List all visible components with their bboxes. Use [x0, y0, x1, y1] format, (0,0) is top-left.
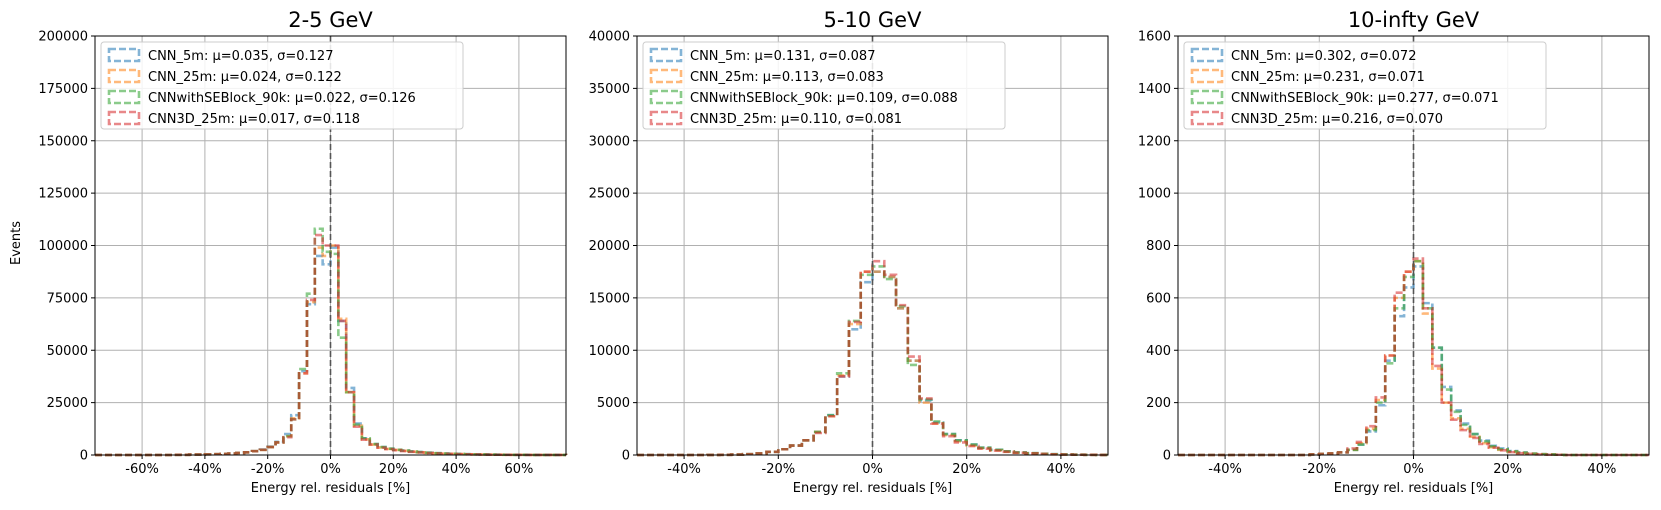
chart-title: 10-infty GeV	[1348, 8, 1480, 32]
legend-swatch-CNNwithSEBlock_90k	[649, 89, 683, 105]
legend-entry-CNN3D_25m: CNN3D_25m: μ=0.110, σ=0.081	[690, 112, 902, 127]
x-tick-label: 20%	[379, 462, 408, 477]
x-tick-label: -20%	[251, 462, 285, 477]
legend-entry-CNN_5m: CNN_5m: μ=0.302, σ=0.072	[1231, 49, 1416, 64]
x-axis-label: Energy rel. residuals [%]	[1334, 481, 1494, 496]
legend-entry-CNN3D_25m: CNN3D_25m: μ=0.017, σ=0.118	[148, 112, 360, 127]
y-tick-label: 1600	[1138, 30, 1171, 45]
legend-entry-CNN_5m: CNN_5m: μ=0.131, σ=0.087	[690, 49, 875, 64]
y-axis-label: Events	[9, 221, 24, 265]
y-tick-label: 20000	[589, 239, 630, 254]
y-tick-label: 100000	[38, 239, 88, 254]
y-tick-label: 25000	[589, 187, 630, 202]
x-tick-label: -60%	[125, 462, 159, 477]
y-tick-label: 25000	[47, 396, 88, 411]
legend-box	[100, 41, 464, 130]
legend-entry-CNNwithSEBlock_90k: CNNwithSEBlock_90k: μ=0.022, σ=0.126	[148, 91, 416, 106]
legend-swatch-CNN_5m	[649, 47, 683, 63]
y-tick-label: 800	[1146, 239, 1171, 254]
y-tick-label: 0	[622, 449, 630, 464]
x-tick-label: -40%	[667, 462, 701, 477]
legend-swatch-CNN3D_25m	[1190, 110, 1224, 126]
y-tick-label: 5000	[597, 396, 630, 411]
legend-entry-CNN_5m: CNN_5m: μ=0.035, σ=0.127	[148, 49, 333, 64]
legend-swatch-CNN3D_25m	[649, 110, 683, 126]
y-tick-label: 15000	[589, 291, 630, 306]
y-tick-label: 35000	[589, 82, 630, 97]
y-tick-label: 1400	[1138, 82, 1171, 97]
y-tick-label: 150000	[38, 134, 88, 149]
x-tick-label: 20%	[1493, 462, 1522, 477]
y-tick-label: 400	[1146, 344, 1171, 359]
x-tick-label: 40%	[442, 462, 471, 477]
y-tick-label: 10000	[589, 344, 630, 359]
x-tick-label: 0%	[862, 462, 883, 477]
legend: CNN_5m: μ=0.131, σ=0.087 CNN_25m: μ=0.113…	[642, 41, 1006, 130]
legend-swatch-CNN_25m	[649, 68, 683, 84]
legend-swatch-CNN_5m	[107, 47, 141, 63]
x-axis-label: Energy rel. residuals [%]	[251, 481, 411, 496]
histogram-series-CNN3D_25m	[637, 259, 1110, 457]
y-tick-label: 1200	[1138, 134, 1171, 149]
x-tick-label: 0%	[320, 462, 341, 477]
y-tick-label: 1000	[1138, 187, 1171, 202]
x-axis-label: Energy rel. residuals [%]	[793, 481, 953, 496]
x-tick-label: -20%	[762, 462, 796, 477]
legend-swatch-CNN_5m	[1190, 47, 1224, 63]
legend-box	[1183, 41, 1547, 130]
x-tick-label: 0%	[1403, 462, 1424, 477]
legend-swatch-CNN_25m	[1190, 68, 1224, 84]
y-tick-label: 50000	[47, 344, 88, 359]
y-tick-label: 200000	[38, 30, 88, 45]
legend-entry-CNN_25m: CNN_25m: μ=0.113, σ=0.083	[690, 70, 884, 85]
x-tick-label: 60%	[504, 462, 533, 477]
y-tick-label: 600	[1146, 291, 1171, 306]
legend-swatch-CNN_25m	[107, 68, 141, 84]
legend-entry-CNNwithSEBlock_90k: CNNwithSEBlock_90k: μ=0.109, σ=0.088	[690, 91, 958, 106]
legend-entry-CNN_25m: CNN_25m: μ=0.231, σ=0.071	[1231, 70, 1425, 85]
legend-entry-CNN3D_25m: CNN3D_25m: μ=0.216, σ=0.070	[1231, 112, 1443, 127]
y-tick-label: 125000	[38, 187, 88, 202]
legend-swatch-CNN3D_25m	[107, 110, 141, 126]
y-tick-label: 75000	[47, 291, 88, 306]
legend-box	[642, 41, 1006, 130]
legend: CNN_5m: μ=0.302, σ=0.072 CNN_25m: μ=0.231…	[1183, 41, 1547, 130]
y-tick-label: 175000	[38, 82, 88, 97]
x-tick-label: 40%	[1587, 462, 1616, 477]
legend-swatch-CNNwithSEBlock_90k	[107, 89, 141, 105]
x-tick-label: -40%	[188, 462, 222, 477]
legend-swatch-CNNwithSEBlock_90k	[1190, 89, 1224, 105]
x-tick-label: 20%	[952, 462, 981, 477]
y-tick-label: 30000	[589, 134, 630, 149]
y-tick-label: 0	[80, 449, 88, 464]
legend-entry-CNN_25m: CNN_25m: μ=0.024, σ=0.122	[148, 70, 342, 85]
x-tick-label: 40%	[1046, 462, 1075, 477]
y-tick-label: 0	[1163, 449, 1171, 464]
x-tick-label: -20%	[1303, 462, 1337, 477]
legend: CNN_5m: μ=0.035, σ=0.127 CNN_25m: μ=0.024…	[100, 41, 464, 130]
y-tick-label: 40000	[589, 30, 630, 45]
chart-title: 2-5 GeV	[288, 8, 373, 32]
chart-title: 5-10 GeV	[824, 8, 923, 32]
chart-panel-3: -40% -20% 0% 20% 40% 0 200 400 600 800 1000 1200 140…	[1138, 8, 1650, 496]
y-tick-label: 200	[1146, 396, 1171, 411]
x-tick-label: -40%	[1208, 462, 1242, 477]
legend-entry-CNNwithSEBlock_90k: CNNwithSEBlock_90k: μ=0.277, σ=0.071	[1231, 91, 1499, 106]
chart-panel-2: -40% -20% 0% 20% 40% 0 5000 10000 15000 20000 2500…	[589, 8, 1110, 496]
chart-panel-1: -60% -40% -20% 0% 20% 40% 60% 0 25000 50000 75000 1…	[38, 8, 568, 496]
